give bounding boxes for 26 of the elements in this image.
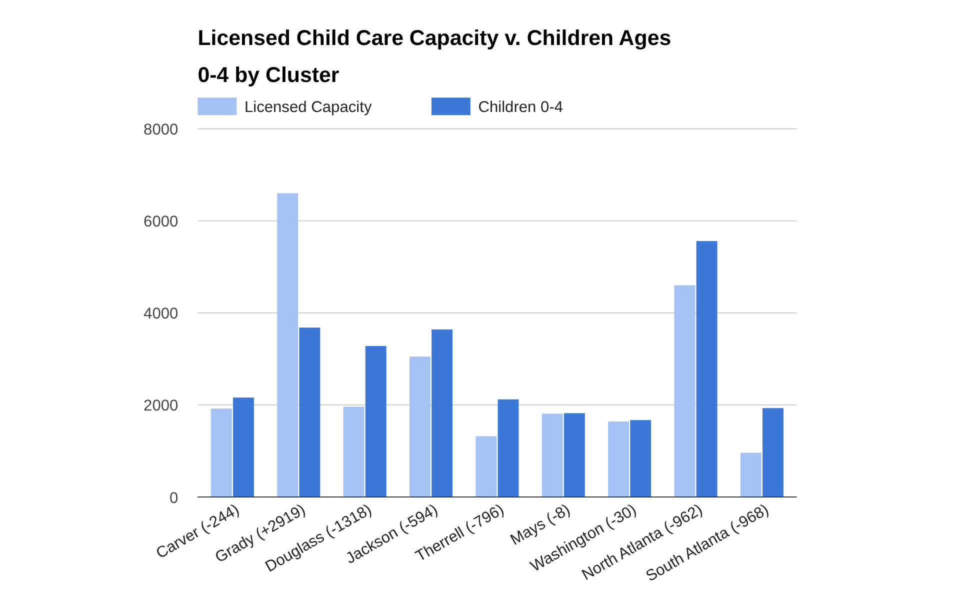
y-tick-label: 4000 (144, 306, 179, 323)
bar (740, 452, 762, 497)
bar (476, 436, 497, 497)
y-tick-label: 6000 (144, 214, 179, 231)
y-tick-label: 8000 (144, 122, 179, 139)
bar (210, 408, 232, 497)
bar (762, 408, 784, 497)
legend-label: Licensed Capacity (244, 99, 372, 116)
bar (564, 413, 585, 497)
chart-title: Licensed Child Care Capacity v. Children Ages 0-4 by Cluster (198, 26, 672, 88)
bar (542, 414, 563, 497)
bar (432, 329, 453, 497)
bar (233, 398, 254, 497)
bar (630, 420, 652, 497)
bar (299, 328, 320, 497)
bar (498, 399, 519, 497)
bar (277, 193, 298, 497)
bar (608, 421, 630, 497)
bar (365, 346, 386, 497)
bar (343, 406, 364, 497)
bar (410, 356, 430, 497)
bar (674, 285, 696, 497)
y-tick-label: 2000 (144, 398, 179, 415)
legend-label: Children 0-4 (478, 99, 564, 116)
y-tick-label: 0 (170, 490, 179, 507)
bar (696, 241, 718, 497)
